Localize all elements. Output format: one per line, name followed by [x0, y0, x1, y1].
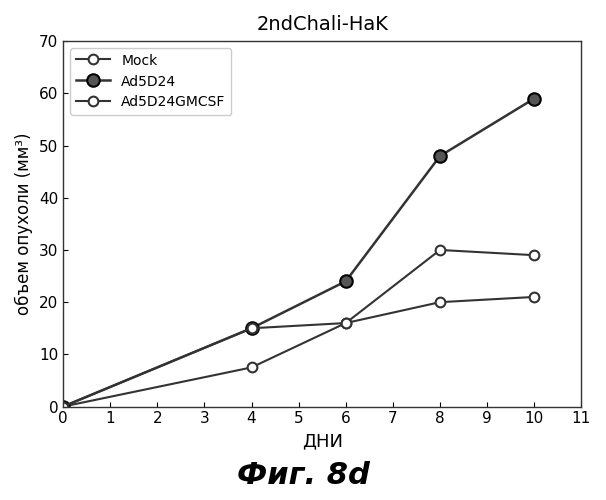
Line: Mock: Mock: [58, 245, 539, 412]
Ad5D24: [342, 278, 350, 284]
Ad5D24GMCSF: [531, 294, 538, 300]
Ad5D24: [248, 326, 255, 332]
Ad5D24: [59, 404, 67, 409]
Ad5D24GMCSF: [436, 299, 444, 305]
Mock: [59, 404, 67, 409]
Mock: [248, 364, 255, 370]
Legend: Mock, Ad5D24, Ad5D24GMCSF: Mock, Ad5D24, Ad5D24GMCSF: [70, 48, 231, 115]
Mock: [342, 320, 350, 326]
Mock: [531, 252, 538, 258]
Ad5D24GMCSF: [342, 320, 350, 326]
Title: 2ndChali-HaK: 2ndChali-HaK: [256, 15, 388, 34]
Y-axis label: объем опухоли (мм³): объем опухоли (мм³): [15, 132, 33, 315]
Ad5D24GMCSF: [59, 404, 67, 409]
Line: Ad5D24GMCSF: Ad5D24GMCSF: [58, 292, 539, 412]
Line: Ad5D24: Ad5D24: [57, 92, 541, 413]
X-axis label: ДНИ: ДНИ: [302, 432, 343, 450]
Ad5D24: [436, 153, 444, 159]
Mock: [436, 247, 444, 253]
Ad5D24GMCSF: [248, 326, 255, 332]
Ad5D24: [531, 96, 538, 102]
Text: Фиг. 8d: Фиг. 8d: [236, 461, 370, 490]
